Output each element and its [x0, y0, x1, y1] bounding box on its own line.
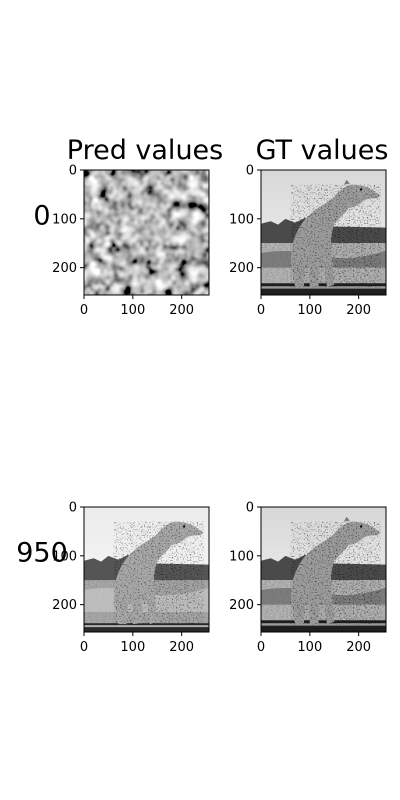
panel-pred-950-image	[84, 507, 209, 632]
row-label-0: 0	[33, 200, 51, 232]
panel-gt-950-image	[261, 507, 386, 632]
panel-gt-0-xtick-label: 200	[346, 303, 371, 318]
panel-gt-950-ytick-label: 100	[229, 549, 254, 564]
panel-pred-950-ytick-label: 200	[52, 598, 77, 613]
panel-gt-950-xtick-label: 100	[297, 640, 322, 655]
row-label-950: 950	[16, 537, 68, 569]
panel-pred-950-xtick-label: 200	[169, 640, 194, 655]
panel-pred-0-xtick-label: 0	[80, 303, 88, 318]
panel-pred-950-ytick-label: 100	[52, 549, 77, 564]
panel-pred-0-frame	[83, 169, 210, 296]
panel-pred-0-ytick-label: 100	[52, 212, 77, 227]
panel-gt-0-ytick-label: 0	[246, 164, 254, 179]
panel-gt-0-xtick-label: 100	[297, 303, 322, 318]
panel-gt-0-ytick-label: 200	[229, 261, 254, 276]
panel-pred-0-ytick-label: 200	[52, 261, 77, 276]
panel-gt-950-xtick-label: 200	[346, 640, 371, 655]
panel-gt-0-image	[261, 170, 386, 295]
column-title-gt: GT values	[255, 135, 389, 166]
panel-gt-950-ytick-label: 0	[246, 501, 254, 516]
panel-gt-0-frame	[260, 169, 387, 296]
panel-pred-950-frame	[83, 506, 210, 633]
panel-gt-950-ytick-label: 200	[229, 598, 254, 613]
panel-pred-0-xtick-label: 200	[169, 303, 194, 318]
column-title-pred: Pred values	[66, 135, 224, 166]
panel-pred-950-xtick-label: 0	[80, 640, 88, 655]
panel-pred-0-image	[84, 170, 209, 295]
panel-pred-0-ytick-label: 0	[69, 164, 77, 179]
panel-pred-950-xtick-label: 100	[120, 640, 145, 655]
panel-pred-0-xtick-label: 100	[120, 303, 145, 318]
panel-gt-0-xtick-label: 0	[257, 303, 265, 318]
panel-pred-950-ytick-label: 0	[69, 501, 77, 516]
panel-gt-950-frame	[260, 506, 387, 633]
panel-gt-0-ytick-label: 100	[229, 212, 254, 227]
panel-gt-950-xtick-label: 0	[257, 640, 265, 655]
